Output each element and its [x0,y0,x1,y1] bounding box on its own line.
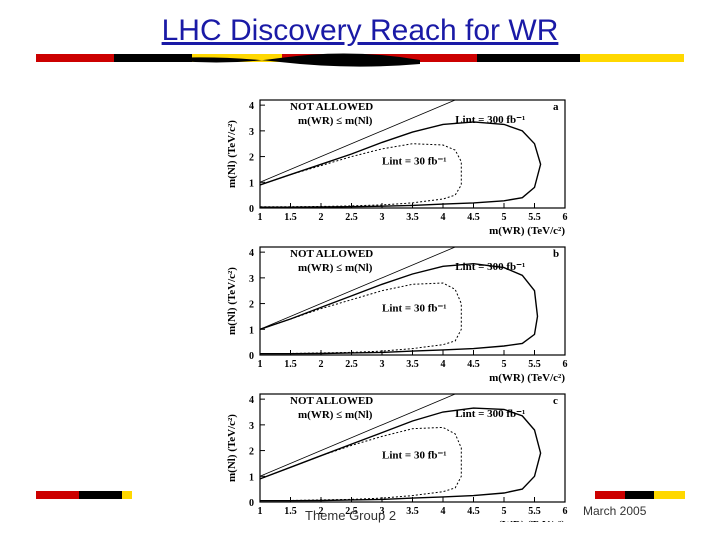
x-tick-label: 1 [258,506,263,517]
not-allowed-label: NOT ALLOWED [290,248,373,260]
x-tick-label: 3 [380,359,385,370]
y-tick-label: 0 [249,351,254,362]
panel-label: c [553,395,558,407]
y-tick-label: 3 [249,274,254,285]
x-tick-label: 5.5 [528,212,541,223]
legend-300fb: Lint = 300 fb⁻¹ [455,261,525,273]
panel-label: a [553,101,559,113]
x-tick-label: 3.5 [406,506,419,517]
bottom-right-color-stripe [595,491,685,499]
x-tick-label: 5.5 [528,359,541,370]
y-tick-label: 2 [249,153,254,164]
x-tick-label: 2 [319,359,324,370]
x-tick-label: 5 [502,359,507,370]
mass-condition-label: m(WR) ≤ m(Nl) [298,409,373,421]
y-tick-label: 0 [249,204,254,215]
x-axis-label: m(WR) (TeV/c²) [489,519,565,522]
x-tick-label: 1 [258,359,263,370]
x-tick-label: 1.5 [284,506,297,517]
x-tick-label: 3 [380,506,385,517]
y-tick-label: 2 [249,300,254,311]
x-tick-label: 2 [319,506,324,517]
x-tick-label: 4.5 [467,506,480,517]
not-allowed-label: NOT ALLOWED [290,101,373,113]
x-tick-label: 2.5 [345,359,358,370]
contour-30fb [259,282,462,354]
x-axis-label: m(WR) (TeV/c²) [489,225,565,237]
footer-theme-group: Theme Group 2 [305,508,397,523]
legend-300fb: Lint = 300 fb⁻¹ [455,114,525,126]
x-tick-label: 1.5 [284,212,297,223]
contour-30fb [259,426,462,501]
x-tick-label: 3.5 [406,212,419,223]
legend-30fb: Lint = 30 fb⁻¹ [382,449,447,461]
header-swoosh [140,53,420,67]
x-tick-label: 2.5 [345,212,358,223]
x-tick-label: 4 [441,212,446,223]
legend-300fb: Lint = 300 fb⁻¹ [455,408,525,420]
contour-300fb [259,262,539,355]
mass-condition-label: m(WR) ≤ m(Nl) [298,262,373,274]
y-tick-label: 3 [249,421,254,432]
panel-label: b [553,248,559,260]
x-tick-label: 5 [502,212,507,223]
legend-30fb: Lint = 30 fb⁻¹ [382,302,447,314]
x-tick-label: 4.5 [467,212,480,223]
x-tick-label: 1.5 [284,359,297,370]
contour-300fb [259,121,542,208]
y-axis-label: m(Nl) (TeV/c²) [226,414,238,482]
x-tick-label: 5.5 [528,506,541,517]
y-tick-label: 4 [249,395,254,406]
x-tick-label: 5 [502,506,507,517]
y-tick-label: 1 [249,472,254,483]
x-tick-label: 3.5 [406,359,419,370]
kinematic-boundary-line [259,246,456,330]
x-tick-label: 4 [441,359,446,370]
kinematic-boundary-line [259,99,456,183]
x-tick-label: 1 [258,212,263,223]
y-tick-label: 1 [249,325,254,336]
y-tick-label: 1 [249,178,254,189]
footer-date: March 2005 [583,504,647,518]
x-tick-label: 4.5 [467,359,480,370]
not-allowed-label: NOT ALLOWED [290,395,373,407]
y-tick-label: 3 [249,127,254,138]
y-axis-label: m(Nl) (TeV/c²) [226,267,238,335]
mass-condition-label: m(WR) ≤ m(Nl) [298,115,373,127]
contour-300fb [259,407,542,502]
x-tick-label: 6 [563,359,568,370]
kinematic-boundary-line [259,393,456,477]
x-axis-label: m(WR) (TeV/c²) [489,372,565,384]
y-tick-label: 4 [249,248,254,259]
x-tick-label: 2.5 [345,506,358,517]
y-axis-label: m(Nl) (TeV/c²) [226,120,238,188]
slide-title: LHC Discovery Reach for WR [161,14,559,47]
y-tick-label: 4 [249,101,254,112]
y-tick-label: 0 [249,498,254,509]
x-tick-label: 4 [441,506,446,517]
y-tick-label: 2 [249,447,254,458]
x-tick-label: 6 [563,506,568,517]
bottom-left-color-stripe [36,491,132,499]
legend-30fb: Lint = 30 fb⁻¹ [382,155,447,167]
x-tick-label: 3 [380,212,385,223]
x-tick-label: 6 [563,212,568,223]
x-tick-label: 2 [319,212,324,223]
